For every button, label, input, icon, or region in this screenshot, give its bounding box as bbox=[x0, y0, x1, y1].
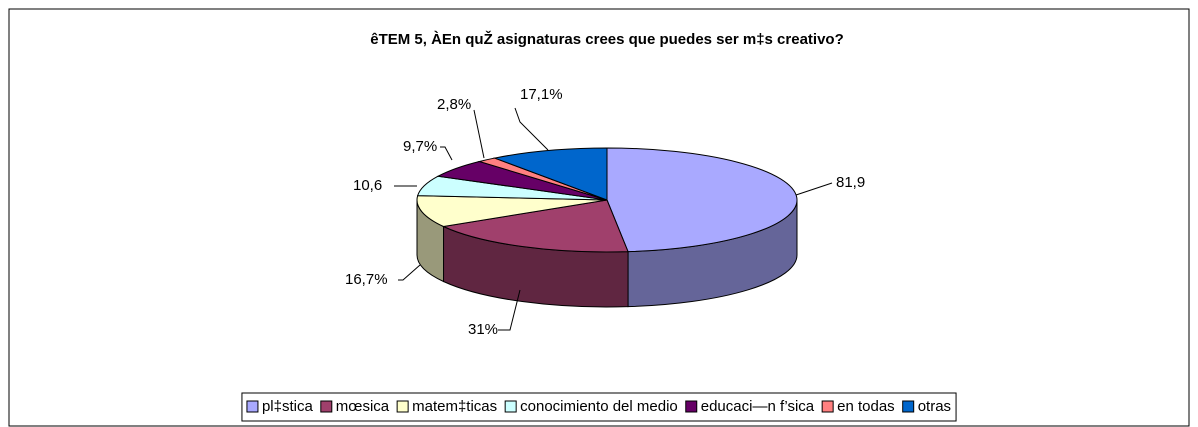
leader-line bbox=[498, 289, 521, 331]
data-label: 2,8% bbox=[437, 96, 471, 113]
leader-line bbox=[795, 182, 833, 196]
data-label: 9,7% bbox=[403, 138, 437, 155]
slice bbox=[441, 199, 629, 253]
leader-line bbox=[398, 264, 421, 281]
legend-swatch bbox=[685, 400, 698, 413]
slice bbox=[416, 195, 608, 228]
data-label: 31% bbox=[468, 321, 498, 338]
legend-box bbox=[241, 392, 957, 422]
legend-swatch bbox=[396, 400, 409, 413]
legend-swatch bbox=[821, 400, 834, 413]
data-label: 17,1% bbox=[520, 86, 563, 103]
legend-swatch bbox=[902, 400, 915, 413]
legend-swatch bbox=[246, 400, 259, 413]
legend-swatch bbox=[320, 400, 333, 413]
legend-label: pl‡stica bbox=[262, 398, 314, 415]
leader-line bbox=[514, 107, 549, 151]
leader-line bbox=[440, 146, 453, 161]
legend-swatch bbox=[504, 400, 517, 413]
leader-line bbox=[473, 109, 485, 159]
legend-label: conocimiento del medio bbox=[520, 398, 678, 415]
legend-label: mœsica bbox=[336, 398, 390, 415]
slice bbox=[492, 147, 608, 201]
legend-label: otras bbox=[918, 398, 951, 415]
chart-title: êTEM 5, ÀEn quŽ asignaturas crees que pu… bbox=[370, 30, 844, 48]
legend-label: matem‡ticas bbox=[412, 398, 497, 415]
data-label: 16,7% bbox=[345, 271, 388, 288]
data-label: 10,6 bbox=[353, 177, 382, 194]
legend-label: en todas bbox=[837, 398, 895, 415]
legend-label: educaci—n f’sica bbox=[701, 398, 815, 415]
data-label: 81,9 bbox=[836, 174, 865, 191]
slice bbox=[606, 147, 798, 253]
